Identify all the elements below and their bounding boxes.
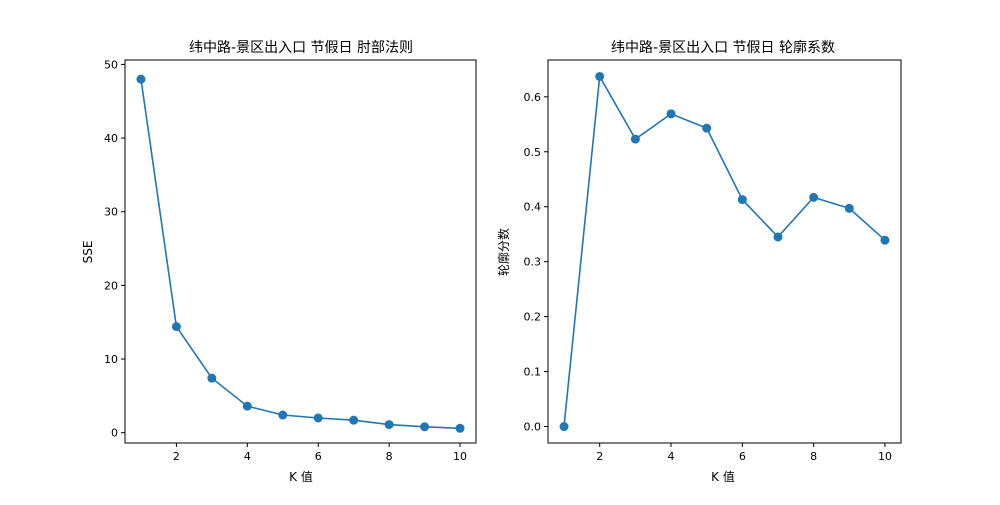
y-tick-label: 0.0	[524, 421, 542, 434]
y-tick-label: 40	[104, 132, 118, 145]
data-point	[737, 195, 747, 205]
x-tick-label: 2	[596, 450, 603, 463]
y-tick-label: 30	[104, 206, 118, 219]
y-tick-label: 0	[111, 427, 118, 440]
y-tick-label: 0.6	[524, 91, 542, 104]
x-tick-label: 8	[386, 450, 393, 463]
plot-frame	[124, 59, 477, 444]
data-point	[207, 373, 217, 383]
data-point	[773, 232, 783, 242]
data-point	[136, 74, 146, 84]
data-point	[420, 422, 430, 432]
data-point	[242, 401, 252, 411]
x-tick-label: 4	[244, 450, 251, 463]
data-point	[349, 415, 359, 425]
y-tick-label: 50	[104, 58, 118, 71]
data-point	[278, 410, 288, 420]
plot-frame	[547, 59, 902, 444]
y-tick-label: 20	[104, 279, 118, 292]
data-point	[880, 235, 890, 245]
data-point	[313, 413, 323, 423]
data-point	[455, 423, 465, 433]
series-line	[140, 79, 461, 430]
chart-title: 纬中路-景区出入口 节假日 轮廓系数	[611, 39, 835, 56]
y-tick-label: 0.3	[524, 256, 542, 269]
y-axis-label: 轮廓分数	[496, 228, 511, 276]
data-point	[559, 422, 569, 432]
silhouette-chart-panel: 纬中路-景区出入口 节假日 轮廓系数 K 值 轮廓分数 2 4 6 8 10 0.0 0.1…	[496, 39, 902, 484]
x-tick-label: 10	[453, 450, 467, 463]
data-point	[384, 420, 394, 430]
y-tick-label: 0.2	[524, 311, 542, 324]
x-axis-label: K 值	[711, 469, 735, 484]
x-tick-label: 10	[878, 450, 892, 463]
y-tick-label: 0.1	[524, 366, 542, 379]
x-tick-label: 4	[668, 450, 675, 463]
data-point	[595, 71, 605, 81]
data-point	[844, 203, 854, 213]
data-point	[666, 109, 676, 119]
x-axis-label: K 值	[289, 469, 313, 484]
y-tick-label: 10	[104, 353, 118, 366]
elbow-chart-panel: 纬中路-景区出入口 节假日 肘部法则 K 值 SSE 2 4 6 8 10 0 10 20 30…	[81, 40, 477, 484]
chart-title: 纬中路-景区出入口 节假日 肘部法则	[189, 40, 413, 56]
data-point	[702, 123, 712, 133]
series-line	[563, 73, 886, 427]
x-tick-label: 8	[810, 450, 817, 463]
y-tick-label: 0.4	[524, 201, 542, 214]
x-tick-label: 6	[315, 450, 322, 463]
x-tick-label: 2	[173, 450, 180, 463]
data-point	[630, 134, 640, 144]
y-tick-label: 0.5	[524, 146, 542, 159]
x-tick-label: 6	[739, 450, 746, 463]
y-axis-label: SSE	[81, 241, 95, 264]
data-point	[809, 192, 819, 202]
data-point	[171, 322, 181, 332]
